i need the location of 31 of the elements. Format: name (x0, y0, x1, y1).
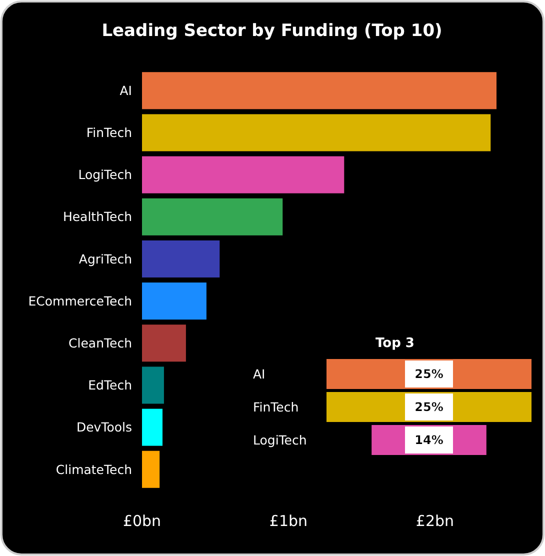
bar (142, 324, 186, 362)
x-tick-label: £0bn (122, 512, 162, 530)
y-tick-label: ClimateTech (56, 462, 132, 477)
category-label: LogiTech (253, 432, 307, 448)
bar (142, 72, 496, 110)
data-label: 25% (414, 400, 444, 414)
x-tick-label: £2bn (416, 512, 454, 530)
bar (142, 114, 491, 152)
y-tick-label: HealthTech (62, 209, 132, 224)
chart-title: Leading Sector by Funding (Top 10) (102, 21, 442, 41)
bar (142, 366, 164, 404)
x-tick-label: £1bn (269, 512, 308, 530)
y-tick-label: EdTech (88, 378, 132, 393)
category-label: FinTech (253, 399, 299, 414)
category-label: AI (253, 366, 266, 382)
bar (142, 156, 344, 194)
data-label: 14% (414, 433, 444, 448)
bar (142, 282, 206, 320)
bar (142, 240, 220, 278)
y-tick-label: LogiTech (78, 167, 132, 182)
y-tick-label: CleanTech (68, 336, 132, 350)
y-tick-label: AgriTech (78, 251, 132, 266)
bar (142, 450, 160, 488)
bar (142, 408, 163, 446)
y-tick-label: AI (120, 82, 132, 98)
bar (142, 198, 283, 236)
data-label: 25% (414, 367, 444, 382)
y-tick-label: ECommerceTech (28, 293, 132, 308)
text: Top 3 (376, 336, 414, 351)
y-tick-label: DevTools (76, 420, 132, 435)
y-tick-label: FinTech (86, 125, 132, 140)
